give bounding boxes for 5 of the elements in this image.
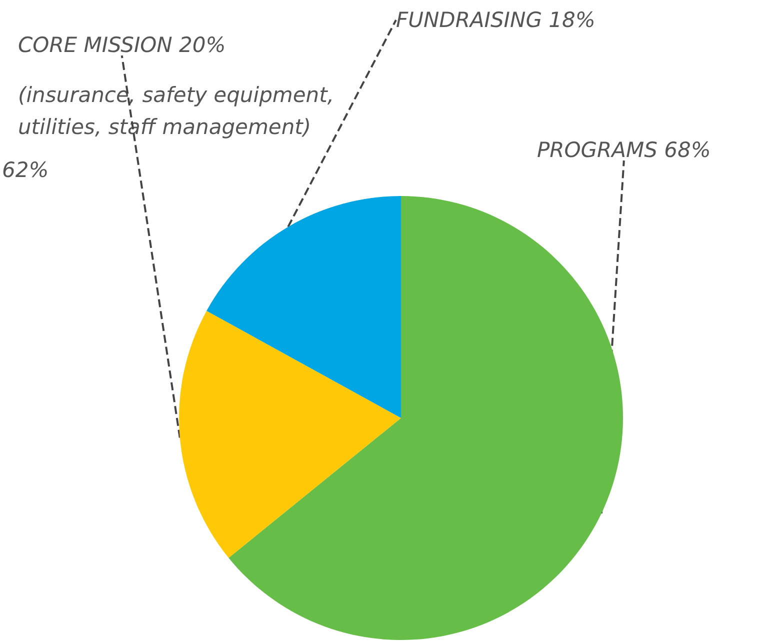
slice-label: CORE MISSION 20% <box>18 33 226 57</box>
slice-label: FUNDRAISING 18% <box>396 8 596 32</box>
slice-label: PROGRAMS 68% <box>537 138 711 162</box>
text: 62% <box>2 158 49 182</box>
text: (insurance, safety equipment, utilities, staff management) <box>18 83 341 139</box>
